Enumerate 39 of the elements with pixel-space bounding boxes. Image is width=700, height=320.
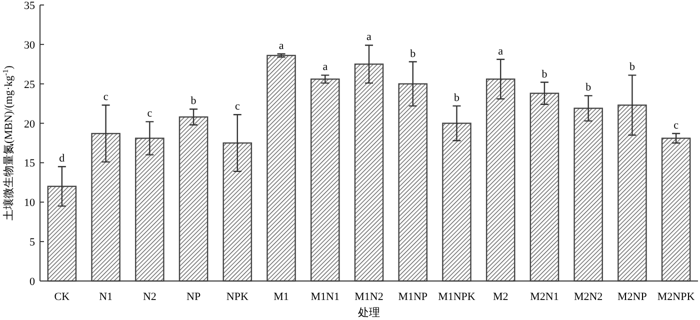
x-tick-label: M2NPK bbox=[657, 291, 695, 303]
annotation: a bbox=[278, 40, 284, 52]
x-tick-label: M1N1 bbox=[310, 291, 340, 303]
annotation: c bbox=[674, 120, 679, 132]
y-tick-label: 0 bbox=[30, 276, 36, 288]
annotation: b bbox=[410, 48, 416, 60]
annotation: d bbox=[59, 152, 66, 165]
x-tick-label: M2NP bbox=[618, 291, 647, 303]
annotation: a bbox=[366, 31, 372, 44]
annotation: c bbox=[234, 100, 240, 113]
y-tick-label: 10 bbox=[24, 197, 36, 210]
x-tick-label: M2N1 bbox=[530, 291, 559, 303]
annotation: b bbox=[542, 68, 548, 80]
y-tick-label: 20 bbox=[24, 118, 36, 130]
annotation: a bbox=[322, 61, 328, 74]
annotation: c bbox=[103, 91, 108, 104]
x-tick-label: M1N2 bbox=[354, 291, 384, 303]
x-tick-label: M2N2 bbox=[574, 291, 603, 303]
y-tick-label: 30 bbox=[24, 39, 36, 52]
x-tick-label: M1 bbox=[274, 291, 289, 303]
x-tick-label: M1NP bbox=[398, 291, 428, 303]
annotation: a bbox=[498, 45, 504, 58]
x-axis-title: 处理 bbox=[358, 306, 380, 319]
x-tick-label: M2 bbox=[492, 291, 508, 303]
y-tick-label: 25 bbox=[24, 78, 36, 91]
annotation: c bbox=[147, 108, 152, 120]
y-tick-label: 5 bbox=[30, 236, 36, 249]
x-tick-label: M1NPK bbox=[438, 291, 476, 303]
x-tick-label: NP bbox=[186, 291, 201, 303]
x-tick-label: N1 bbox=[99, 291, 113, 303]
y-tick-label: 15 bbox=[24, 158, 36, 170]
annotation: b bbox=[586, 82, 592, 94]
x-tick-label: N2 bbox=[142, 291, 156, 303]
x-tick-label: NPK bbox=[226, 291, 248, 303]
y-tick-label: 35 bbox=[24, 0, 36, 12]
x-tick-label: CK bbox=[54, 291, 70, 303]
annotation: b bbox=[454, 92, 460, 104]
annotation: b bbox=[190, 95, 197, 108]
annotation: b bbox=[629, 61, 636, 74]
